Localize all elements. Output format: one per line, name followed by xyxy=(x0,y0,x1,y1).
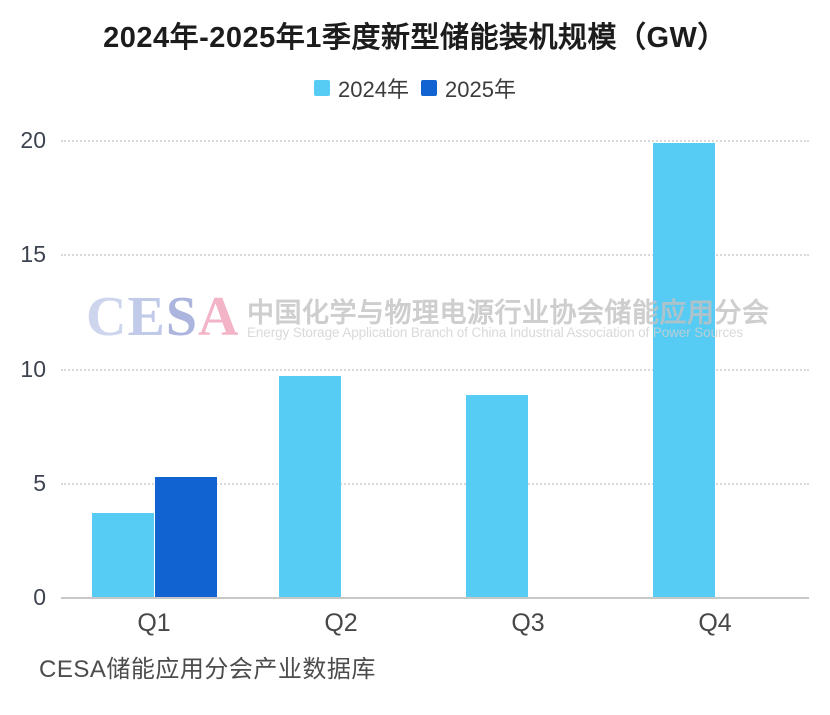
legend: 2024年 2025年 xyxy=(0,74,830,102)
bar-2024年-Q1 xyxy=(91,513,154,598)
y-axis-tick-15: 15 xyxy=(20,241,46,268)
y-axis-tick-5: 5 xyxy=(33,469,46,496)
gridline-15 xyxy=(60,254,809,257)
x-axis-line xyxy=(60,597,809,599)
gridline-5 xyxy=(60,482,809,485)
legend-item-2024: 2024年 xyxy=(314,72,409,104)
x-axis-label-Q2: Q2 xyxy=(324,609,358,637)
x-axis-label-Q1: Q1 xyxy=(137,609,171,637)
y-axis-tick-10: 10 xyxy=(20,355,46,382)
x-axis-label-Q4: Q4 xyxy=(698,609,732,637)
legend-swatch-2024 xyxy=(314,80,331,96)
y-axis-tick-0: 0 xyxy=(33,584,46,610)
bar-2025年-Q1 xyxy=(154,476,217,598)
data-source: CESA储能应用分会产业数据库 xyxy=(39,656,376,683)
gridline-10 xyxy=(60,368,809,371)
legend-swatch-2025 xyxy=(421,80,437,96)
legend-label-2025: 2025年 xyxy=(445,77,516,102)
bar-2024年-Q2 xyxy=(278,376,341,598)
x-axis-label-Q3: Q3 xyxy=(511,609,545,637)
bar-2024年-Q3 xyxy=(465,394,528,598)
gridline-20 xyxy=(60,140,809,142)
bar-2024年-Q4 xyxy=(652,143,715,598)
chart-title: 2024年-2025年1季度新型储能装机规模（GW） xyxy=(103,22,727,54)
y-axis-tick-20: 20 xyxy=(20,127,46,153)
legend-label-2024: 2024年 xyxy=(338,77,409,102)
legend-item-2025: 2025年 xyxy=(421,72,516,104)
